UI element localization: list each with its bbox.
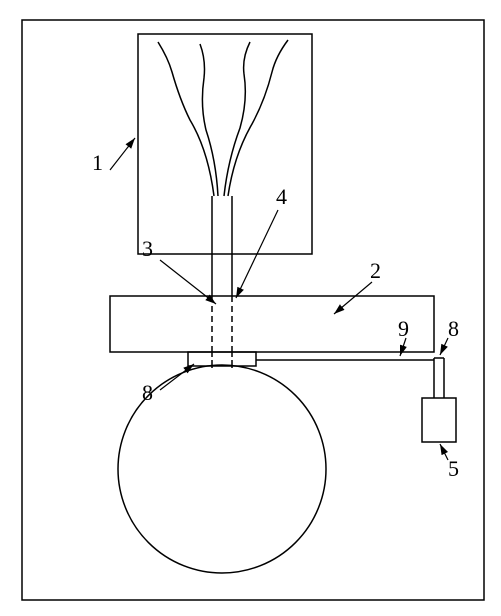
branch-4 (228, 40, 288, 196)
branch-1 (158, 42, 214, 196)
label-3: 3 (142, 236, 153, 262)
motor-rect (422, 398, 456, 442)
label-1: 1 (92, 150, 103, 176)
leader-5 (440, 444, 448, 460)
label-8b: 8 (448, 316, 459, 342)
outer-frame (22, 20, 484, 600)
label-5: 5 (448, 456, 459, 482)
leader-1 (110, 138, 135, 170)
label-9: 9 (398, 316, 409, 342)
diagram-svg (0, 0, 501, 616)
leader-8a (160, 364, 194, 390)
label-2: 2 (370, 258, 381, 284)
diagram-container: 1 2 3 4 5 8 8 9 (0, 0, 501, 616)
branch-3 (224, 42, 250, 196)
coupling-rect (188, 352, 256, 366)
label-8a: 8 (142, 380, 153, 406)
leader-8b (440, 338, 448, 355)
top-container-rect (138, 34, 312, 254)
label-4: 4 (276, 184, 287, 210)
middle-platform-rect (110, 296, 434, 352)
branch-2 (200, 44, 218, 196)
leader-2 (334, 282, 372, 314)
leader-3 (160, 260, 216, 304)
